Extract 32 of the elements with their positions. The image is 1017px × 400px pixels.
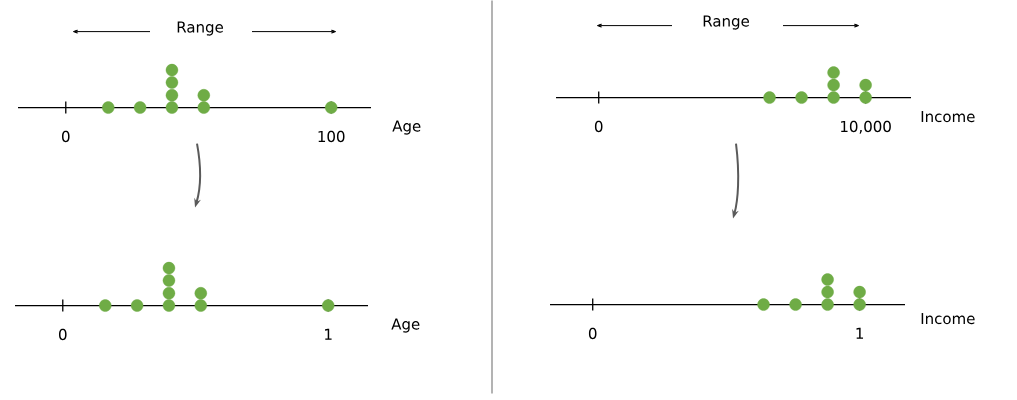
x-tick-label: 10,000 (841, 121, 891, 134)
point (133, 101, 147, 115)
point (162, 274, 176, 287)
point (162, 262, 176, 275)
x-tick-label: 1 (856, 328, 864, 339)
point (162, 299, 176, 313)
point (325, 101, 338, 115)
x-tick-label: 0 (62, 131, 70, 143)
point (322, 299, 335, 313)
point (194, 299, 207, 313)
point (130, 299, 144, 313)
point (194, 287, 207, 300)
point (197, 89, 210, 102)
x-axis-title: Age (392, 120, 421, 135)
x-tick-label: 0 (594, 121, 603, 133)
point (99, 299, 112, 313)
point (165, 76, 179, 89)
x-tick-label: 0 (588, 328, 597, 340)
x-tick-label: 100 (318, 131, 345, 143)
point (162, 287, 176, 300)
point (165, 101, 179, 115)
x-tick-label: 1 (325, 329, 332, 340)
x-axis-title: Income (921, 313, 975, 325)
text: Range (703, 15, 750, 30)
point (165, 89, 179, 102)
text: Range (177, 21, 224, 36)
point (165, 64, 179, 77)
x-axis-title: Age (391, 318, 420, 333)
point (197, 101, 210, 115)
x-axis-title: Income (921, 111, 975, 123)
point (102, 101, 115, 115)
x-tick-label: 0 (59, 329, 67, 341)
